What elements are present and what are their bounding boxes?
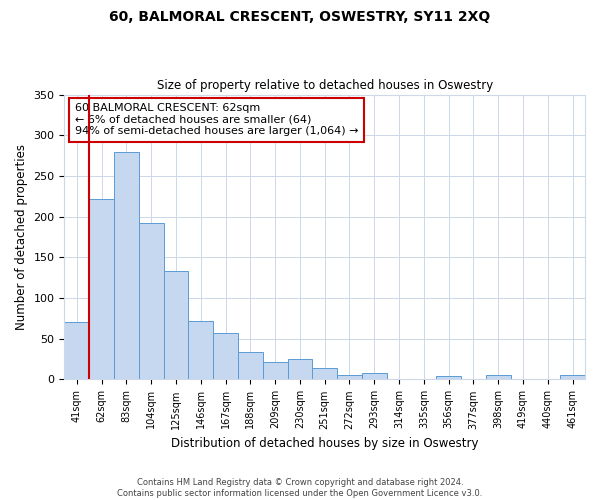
Bar xyxy=(436,376,461,380)
Bar xyxy=(263,362,287,380)
Bar xyxy=(139,223,164,380)
Bar xyxy=(287,359,313,380)
Bar xyxy=(238,352,263,380)
Text: Contains HM Land Registry data © Crown copyright and database right 2024.
Contai: Contains HM Land Registry data © Crown c… xyxy=(118,478,482,498)
Y-axis label: Number of detached properties: Number of detached properties xyxy=(15,144,28,330)
Bar xyxy=(362,373,386,380)
Bar xyxy=(560,376,585,380)
Title: Size of property relative to detached houses in Oswestry: Size of property relative to detached ho… xyxy=(157,79,493,92)
Text: 60 BALMORAL CRESCENT: 62sqm
← 6% of detached houses are smaller (64)
94% of semi: 60 BALMORAL CRESCENT: 62sqm ← 6% of deta… xyxy=(75,103,358,136)
Bar xyxy=(64,322,89,380)
Bar xyxy=(337,376,362,380)
Bar xyxy=(188,321,213,380)
Bar xyxy=(89,198,114,380)
Bar xyxy=(313,368,337,380)
Bar xyxy=(213,333,238,380)
Bar xyxy=(486,376,511,380)
X-axis label: Distribution of detached houses by size in Oswestry: Distribution of detached houses by size … xyxy=(171,437,478,450)
Bar xyxy=(114,152,139,380)
Bar xyxy=(164,271,188,380)
Text: 60, BALMORAL CRESCENT, OSWESTRY, SY11 2XQ: 60, BALMORAL CRESCENT, OSWESTRY, SY11 2X… xyxy=(109,10,491,24)
